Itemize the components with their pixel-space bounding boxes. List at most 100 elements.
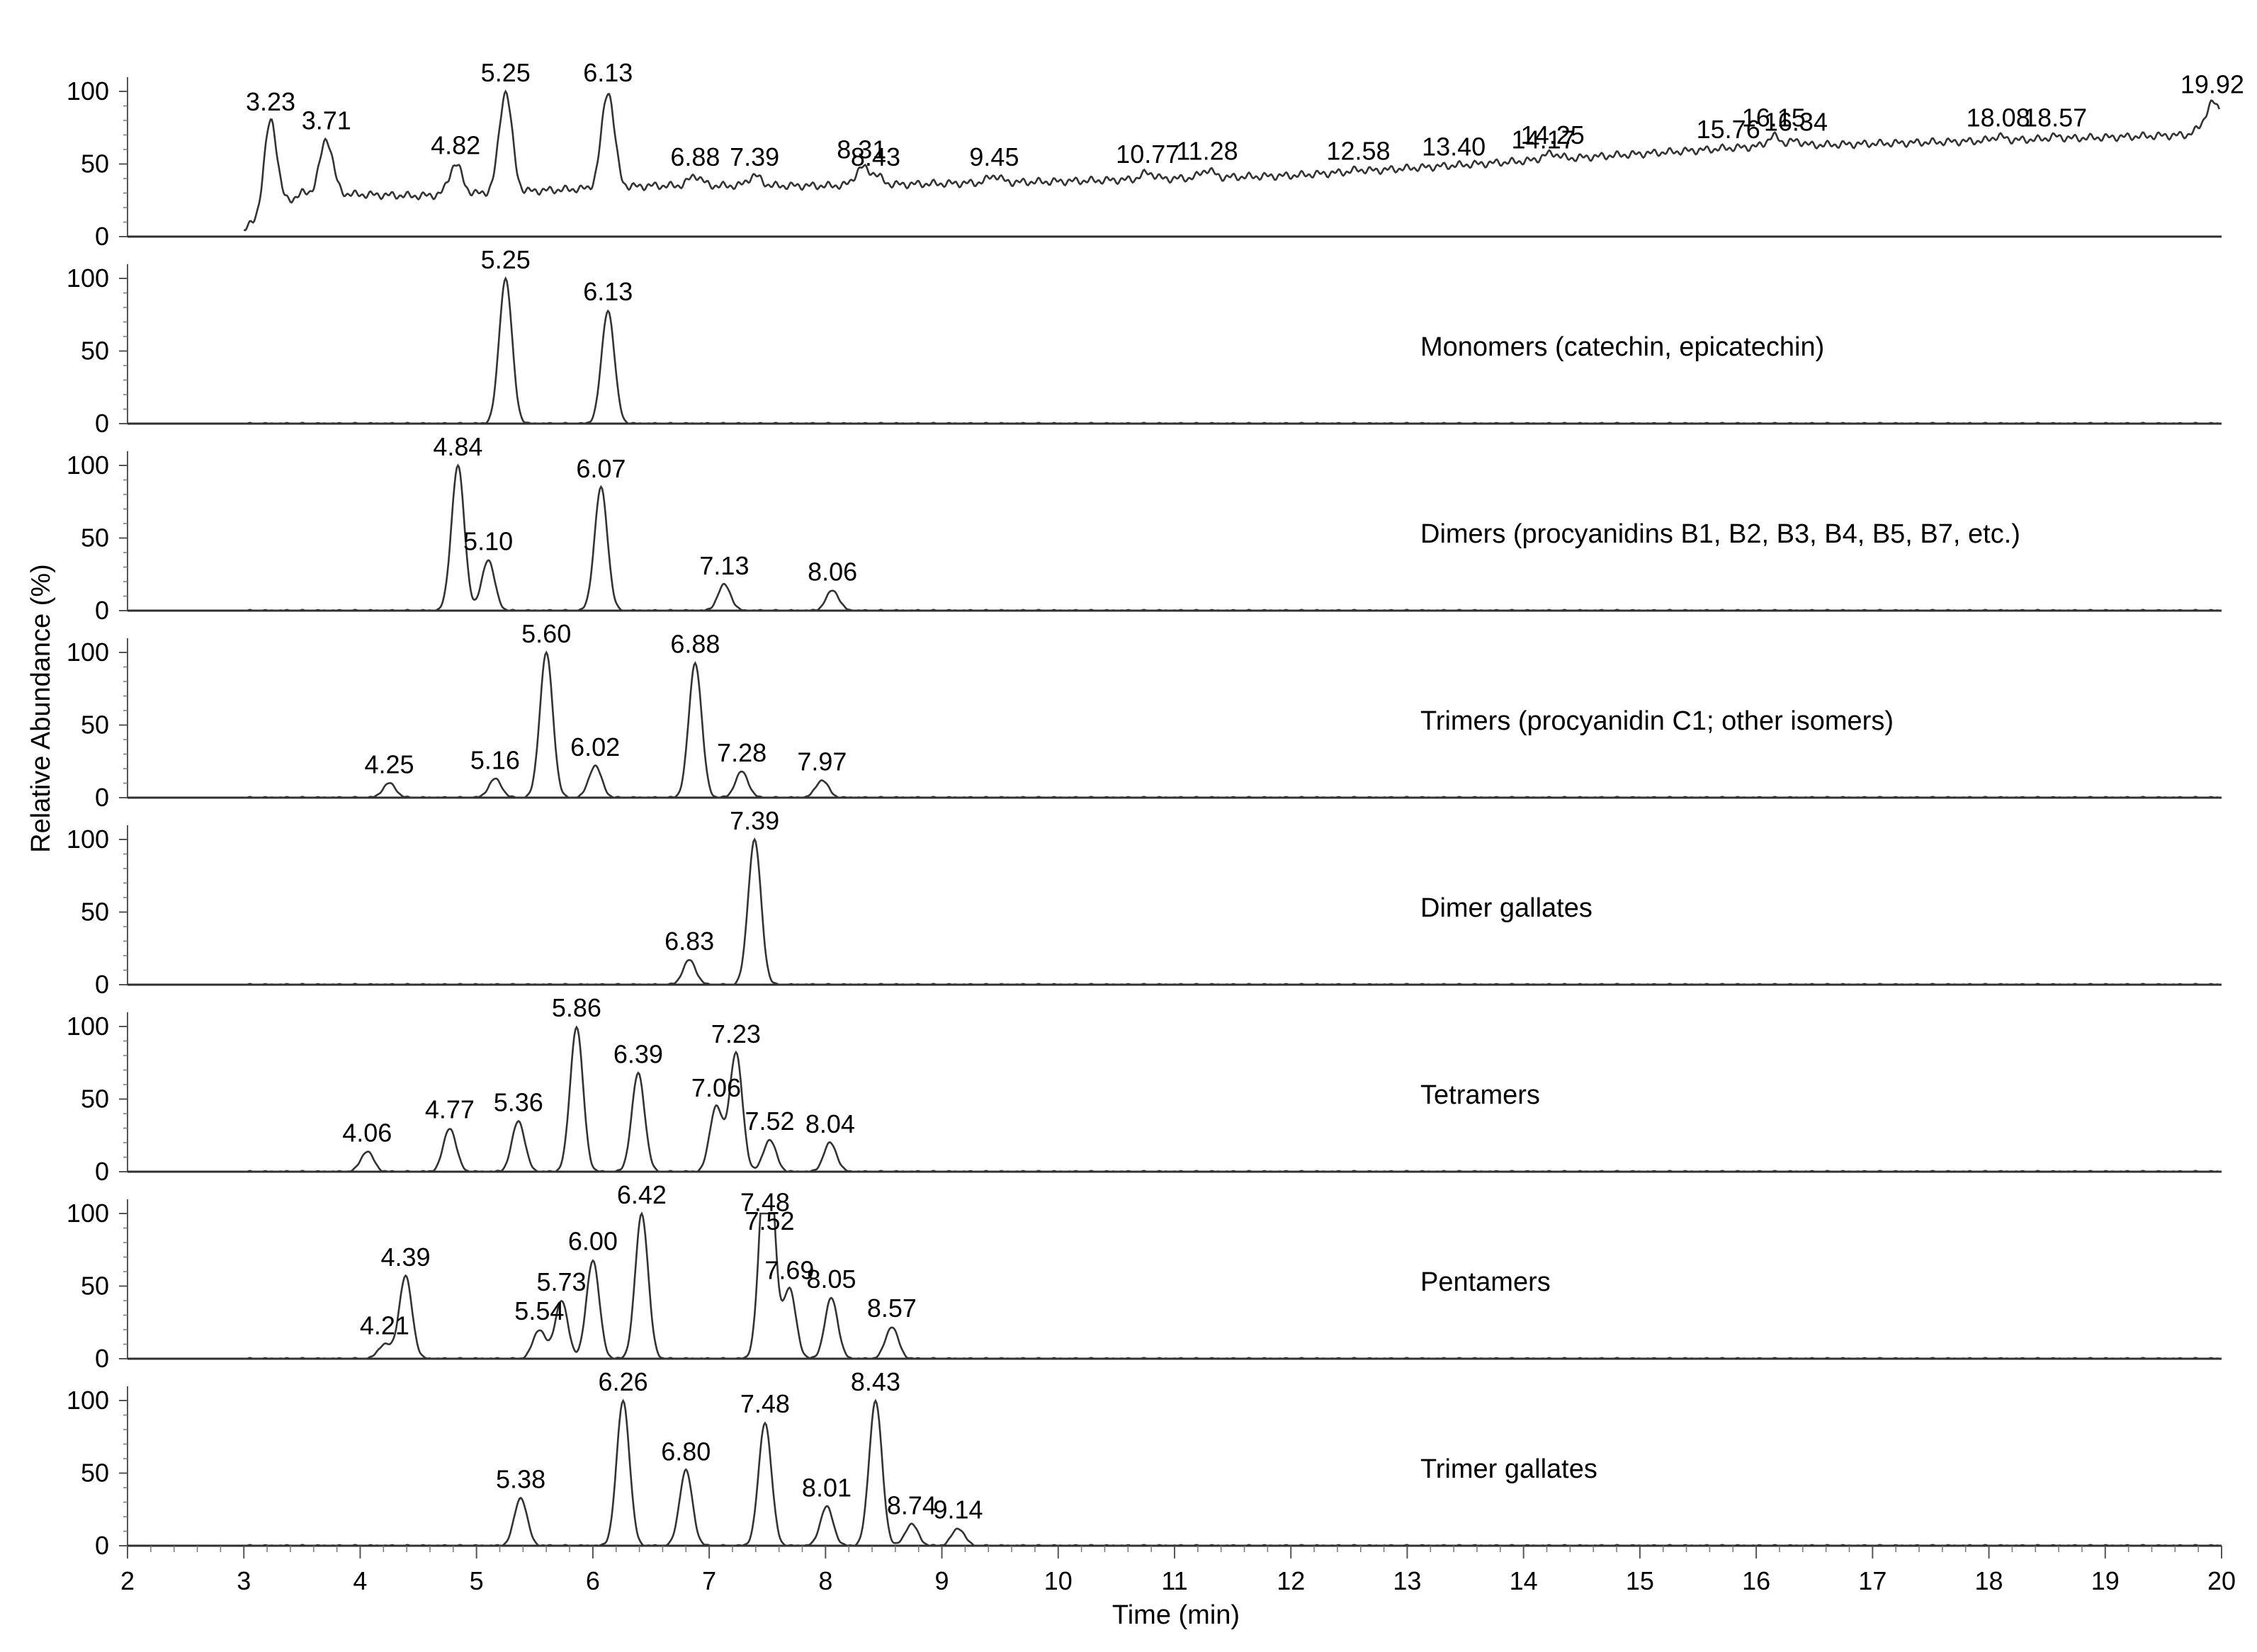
- y-tick-label: 100: [67, 1199, 109, 1228]
- peak-label: 5.25: [481, 58, 531, 87]
- panel-trimers: 0 50 100 4.25 5.16 5.60 6.02 6.88 7.28 7.97 Trimer…: [67, 619, 2222, 812]
- peak-label: 14.25: [1521, 120, 1585, 149]
- peak-label: 6.00: [568, 1227, 618, 1256]
- peak-label: 7.39: [730, 142, 779, 171]
- peak-label: 9.45: [969, 142, 1019, 171]
- peak-label: 5.16: [470, 745, 520, 774]
- x-axis-title: Time (min): [1112, 1600, 1240, 1630]
- trace-line: [244, 1025, 2222, 1173]
- peak-label: 4.82: [431, 131, 480, 160]
- peak-label: 6.13: [583, 277, 633, 306]
- y-tick-label: 50: [81, 149, 109, 179]
- y-tick-label: 50: [81, 1272, 109, 1301]
- panel-tetramers: 0 50 100 4.06 4.77 5.36 5.86 6.39 7.06 7.23 7.52 8.…: [67, 993, 2222, 1186]
- y-tick-label: 0: [95, 970, 109, 999]
- peak-label: 13.40: [1422, 132, 1486, 162]
- peak-label: 8.04: [805, 1109, 855, 1138]
- peak-label: 6.42: [617, 1180, 667, 1209]
- x-tick-label: 20: [2207, 1566, 2236, 1595]
- peak-label: 8.31: [837, 135, 886, 164]
- y-tick-label: 100: [67, 77, 109, 106]
- peak-label: 9.14: [934, 1495, 983, 1524]
- trace-line: [244, 1211, 2222, 1360]
- peak-label: 6.07: [576, 454, 626, 483]
- x-tick-label: 10: [1044, 1566, 1073, 1595]
- peak-label: 8.43: [851, 142, 900, 171]
- panel-trimer-gallates: 0 50 100 5.38 6.26 6.80 7.48 8.01 8.43 8.749.14 Tr…: [67, 1367, 2222, 1560]
- panel-label: Dimer gallates: [1420, 893, 1593, 923]
- peak-label: 4.39: [380, 1243, 430, 1272]
- panel-label: Dimers (procyanidins B1, B2, B3, B4, B5,…: [1420, 519, 2020, 549]
- y-tick-label: 0: [95, 783, 109, 812]
- peak-label: 8.43: [851, 1367, 900, 1396]
- y-tick-label: 100: [67, 638, 109, 667]
- peak-label: 7.28: [717, 738, 767, 767]
- peak-label: 4.25: [364, 750, 414, 779]
- x-tick-label: 8: [818, 1566, 832, 1595]
- peak-label: 5.38: [496, 1464, 545, 1493]
- y-tick-label: 50: [81, 336, 109, 366]
- y-tick-label: 50: [81, 1085, 109, 1114]
- y-tick-label: 0: [95, 222, 109, 251]
- peak-label: 7.97: [797, 747, 847, 776]
- x-tick-label: 2: [120, 1566, 135, 1595]
- peak-label: 7.23: [711, 1019, 761, 1048]
- y-tick-label: 0: [95, 596, 109, 625]
- peak-label: 19.92: [2180, 69, 2244, 98]
- x-tick-label: 7: [702, 1566, 716, 1595]
- y-tick-label: 0: [95, 1531, 109, 1560]
- panel-label: Trimer gallates: [1420, 1454, 1597, 1484]
- x-tick-label: 13: [1393, 1566, 1421, 1595]
- trace-line: [244, 276, 2222, 425]
- x-tick-label: 19: [2091, 1566, 2120, 1595]
- y-tick-label: 0: [95, 1157, 109, 1186]
- x-tick-label: 6: [586, 1566, 600, 1595]
- peak-label: 5.86: [552, 993, 601, 1022]
- peak-label: 8.06: [808, 557, 857, 586]
- peak-label: 5.36: [494, 1087, 543, 1116]
- peak-label: 8.05: [807, 1265, 856, 1294]
- peak-label: 8.57: [867, 1294, 917, 1323]
- x-tick-label: 17: [1858, 1566, 1887, 1595]
- trace-line: [244, 463, 2222, 612]
- peak-label: 16.15: [1742, 103, 1806, 132]
- panel-label: Monomers (catechin, epicatechin): [1420, 332, 1824, 362]
- peak-label: 6.13: [583, 58, 633, 87]
- peak-label: 18.08: [1967, 103, 2030, 132]
- y-tick-label: 100: [67, 451, 109, 480]
- x-axis: 2 3 4 5 6 7 8 9 10 11 12 13 14 15 16 17 18 19 20: [120, 1546, 2236, 1595]
- y-tick-label: 100: [67, 825, 109, 854]
- peak-label: 4.21: [360, 1311, 409, 1340]
- x-tick-label: 12: [1277, 1566, 1305, 1595]
- y-tick-label: 0: [95, 409, 109, 438]
- panel-label: Pentamers: [1420, 1267, 1551, 1297]
- x-tick-label: 14: [1510, 1566, 1538, 1595]
- peak-label: 7.69: [764, 1256, 814, 1285]
- peak-label: 6.80: [661, 1437, 711, 1466]
- peak-label: 5.60: [521, 619, 571, 648]
- y-tick-label: 100: [67, 1386, 109, 1415]
- peak-label: 5.10: [463, 526, 513, 555]
- x-tick-label: 16: [1742, 1566, 1770, 1595]
- x-tick-label: 9: [935, 1566, 949, 1595]
- panel-total: 0 50 100 3.233.71 4.82 5.25 6.13 6.88 7.39 8.318.…: [67, 58, 2244, 251]
- y-tick-label: 50: [81, 711, 109, 740]
- peak-label: 4.84: [433, 432, 482, 461]
- y-tick-label: 100: [67, 1012, 109, 1041]
- peak-label: 3.23: [246, 87, 295, 116]
- peak-label: 10.77: [1116, 140, 1180, 169]
- peak-label: 11.28: [1176, 137, 1238, 166]
- peak-label: 5.25: [481, 245, 531, 274]
- peak-label: 7.13: [699, 551, 749, 580]
- peak-label: 7.48: [740, 1187, 790, 1216]
- panel-label: Trimers (procyanidin C1; other isomers): [1420, 706, 1894, 736]
- trace-line: [243, 89, 2220, 232]
- panel-monomers: 0 50 100 5.25 6.13 Monomers (catechin, epicat…: [67, 245, 2222, 438]
- peak-label: 8.01: [802, 1473, 852, 1503]
- peak-label: 7.39: [730, 806, 779, 835]
- trace-line: [244, 1398, 2222, 1547]
- panel-dimers: 0 50 100 4.84 5.10 6.07 7.13 8.06 Dimers (procya…: [67, 432, 2222, 625]
- peak-label: 6.83: [664, 927, 714, 956]
